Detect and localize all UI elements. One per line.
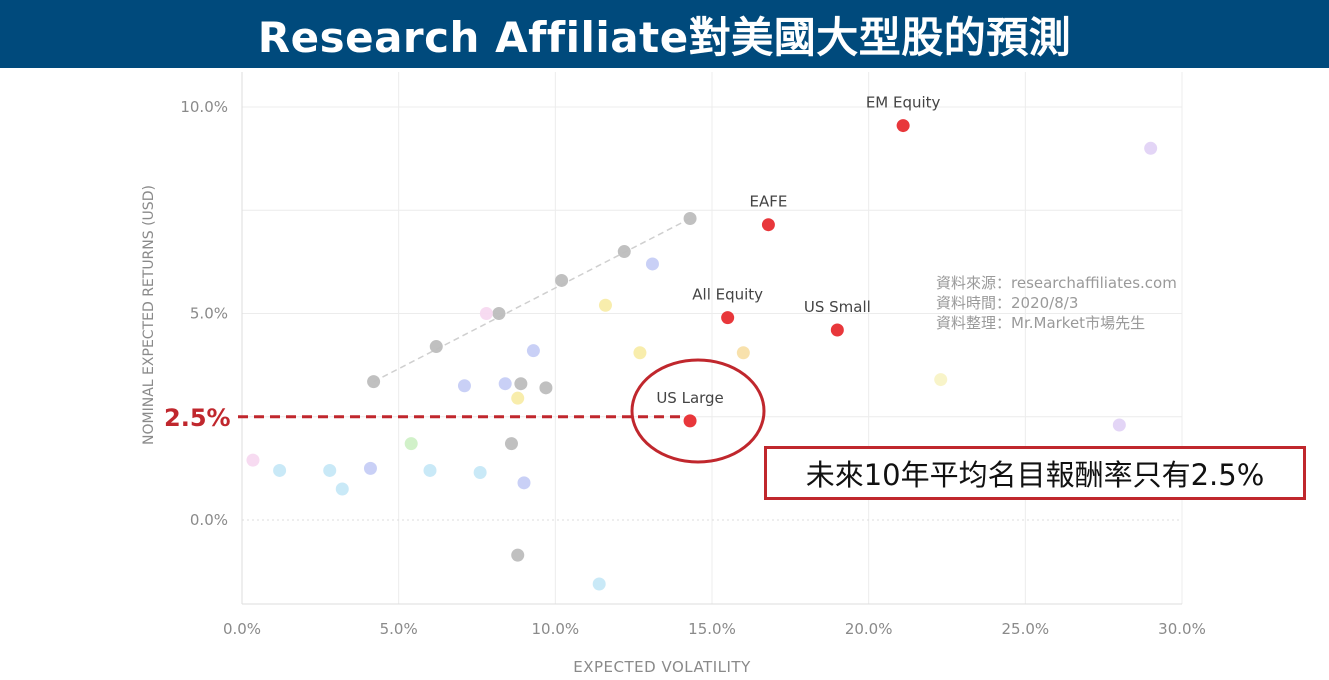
data-point xyxy=(323,463,337,477)
data-point xyxy=(273,463,287,477)
x-tick-label: 15.0% xyxy=(688,620,736,638)
callout-box: 未來10年平均名目報酬率只有2.5% xyxy=(764,446,1306,500)
data-point xyxy=(633,346,647,360)
highlight-point xyxy=(830,323,844,337)
x-tick-label: 0.0% xyxy=(223,620,261,638)
data-point xyxy=(335,482,349,496)
highlight-ring xyxy=(630,358,766,464)
data-point xyxy=(423,463,437,477)
data-point xyxy=(511,548,525,562)
x-tick-label: 30.0% xyxy=(1158,620,1206,638)
author-line: 資料整理：Mr.Market市場先生 xyxy=(936,314,1146,332)
callout-text: 未來10年平均名目報酬率只有2.5% xyxy=(805,458,1265,492)
point-label: EM Equity xyxy=(866,94,941,112)
data-point xyxy=(363,461,377,475)
point-label: EAFE xyxy=(749,193,787,211)
highlight-point xyxy=(896,119,910,133)
x-tick-label: 10.0% xyxy=(532,620,580,638)
title-banner: Research Affiliate對美國大型股的預測 xyxy=(0,0,1329,68)
data-point xyxy=(457,379,471,393)
data-point xyxy=(617,245,631,259)
point-label: All Equity xyxy=(692,286,763,304)
data-point xyxy=(598,298,612,312)
data-point xyxy=(645,257,659,271)
data-point xyxy=(555,273,569,287)
data-point xyxy=(514,377,528,391)
point-label: US Large xyxy=(656,389,723,407)
data-point xyxy=(934,373,948,387)
data-point xyxy=(683,212,697,226)
data-point xyxy=(429,340,443,354)
source-note: 資料來源：researchaffiliates.com 資料時間：2020/8/… xyxy=(936,273,1177,333)
x-axis-title: EXPECTED VOLATILITY xyxy=(573,658,751,676)
data-point xyxy=(479,307,493,320)
y-axis-title: NOMINAL EXPECTED RETURNS (USD) xyxy=(141,185,157,445)
data-point xyxy=(517,476,531,490)
data-point xyxy=(367,375,381,389)
y-tick-label: 5.0% xyxy=(190,305,228,323)
data-point xyxy=(1112,418,1126,432)
data-point xyxy=(498,377,512,391)
data-point xyxy=(473,466,487,480)
source-line: 資料來源：researchaffiliates.com xyxy=(936,274,1177,292)
data-point xyxy=(526,344,540,358)
data-point xyxy=(736,346,750,360)
y-tick-label: 0.0% xyxy=(190,511,228,529)
x-tick-label: 20.0% xyxy=(845,620,893,638)
highlight-point xyxy=(683,414,697,428)
data-point xyxy=(504,437,518,451)
y-tick-label: 10.0% xyxy=(180,98,228,116)
data-point xyxy=(492,307,506,320)
date-line: 資料時間：2020/8/3 xyxy=(936,294,1079,312)
data-point xyxy=(404,437,418,451)
data-point xyxy=(511,391,525,405)
highlight-point xyxy=(721,311,735,325)
data-point xyxy=(592,577,606,591)
x-tick-label: 25.0% xyxy=(1002,620,1050,638)
highlight-point xyxy=(761,218,775,232)
data-point xyxy=(246,453,260,467)
banner-title: Research Affiliate對美國大型股的預測 xyxy=(257,12,1072,62)
x-tick-label: 5.0% xyxy=(380,620,418,638)
point-label: US Small xyxy=(804,298,871,316)
reference-label: 2.5% xyxy=(164,404,231,432)
data-point xyxy=(539,381,553,395)
data-point xyxy=(1144,141,1158,155)
